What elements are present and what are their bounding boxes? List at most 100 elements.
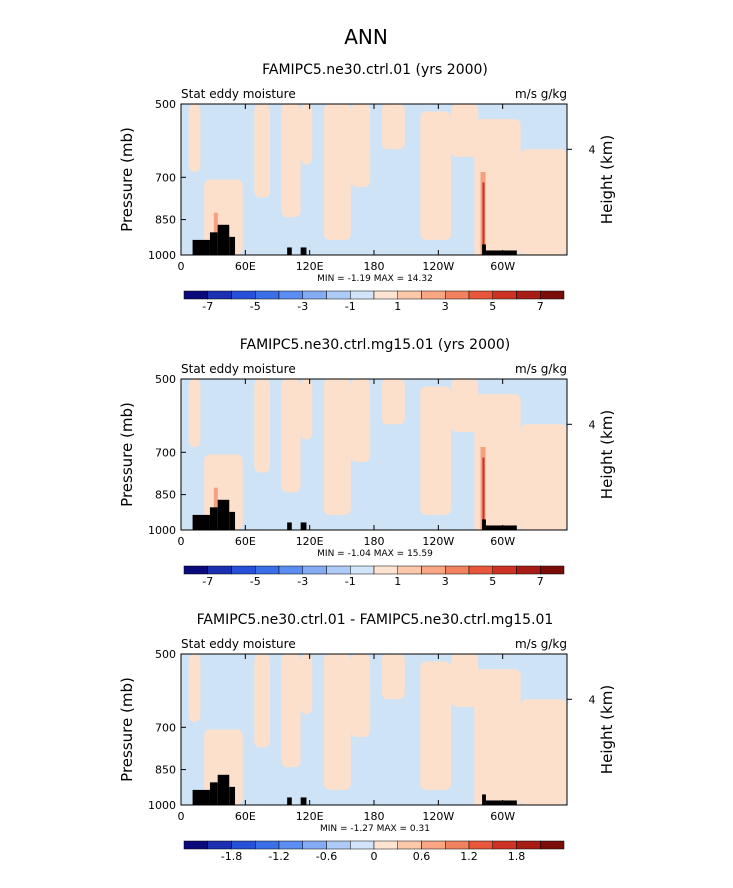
colorbar-swatch xyxy=(207,565,232,575)
y2-axis-label: Height (km) xyxy=(598,410,616,499)
colorbar-label: 0.6 xyxy=(413,850,431,863)
contour-field xyxy=(181,654,567,805)
positive-region-7 xyxy=(420,386,452,515)
topography-block-2 xyxy=(209,507,218,530)
y-tick-label: 500 xyxy=(155,98,176,111)
topography-block-7 xyxy=(482,244,486,255)
x-tick-label: 120E xyxy=(296,810,324,823)
colorbar-swatch xyxy=(255,840,280,850)
variable-label: Stat eddy moisture xyxy=(181,362,296,376)
positive-region-4 xyxy=(323,654,351,790)
colorbar-swatch xyxy=(468,565,493,575)
positive-region-3 xyxy=(300,379,313,440)
colorbar-label: -1 xyxy=(345,575,356,588)
topography-block-4 xyxy=(229,236,236,255)
colorbar-label: 1.8 xyxy=(508,850,526,863)
topography-block-8 xyxy=(485,250,517,255)
colorbar-swatch xyxy=(278,565,303,575)
topography-block-6 xyxy=(300,522,307,530)
y2-tick-label: 4 xyxy=(589,418,596,431)
positive-region-2 xyxy=(281,379,301,493)
topography-block-4 xyxy=(229,786,236,805)
positive-region-4 xyxy=(323,379,351,515)
positive-region-1 xyxy=(254,104,270,198)
positive-region-4 xyxy=(323,104,351,240)
x-tick-label: 180 xyxy=(364,535,385,548)
positive-region-3 xyxy=(300,104,313,165)
positive-region-2 xyxy=(281,654,301,768)
x-tick-label: 60W xyxy=(490,810,515,823)
units-label: m/s g/kg xyxy=(515,362,567,376)
colorbar-swatch xyxy=(278,290,303,300)
positive-region-3 xyxy=(300,654,313,715)
colorbar-swatch xyxy=(492,840,517,850)
colorbar-label: 5 xyxy=(489,575,496,588)
topography-block-6 xyxy=(300,797,307,805)
colorbar-label: -7 xyxy=(202,300,213,313)
positive-region-5 xyxy=(350,379,371,463)
colorbar-swatch xyxy=(207,840,232,850)
y-tick-label: 850 xyxy=(155,214,176,227)
y2-axis-label: Height (km) xyxy=(598,135,616,224)
colorbar-swatch xyxy=(373,290,398,300)
chart-panel-2: FAMIPC5.ne30.ctrl.mg15.01 (yrs 2000) Stat… xyxy=(118,337,616,588)
x-tick-label: 180 xyxy=(364,260,385,273)
x-tick-label: 60E xyxy=(235,260,256,273)
chart-title: FAMIPC5.ne30.ctrl.mg15.01 (yrs 2000) xyxy=(240,337,511,353)
panels: FAMIPC5.ne30.ctrl.01 (yrs 2000) Stat eddy… xyxy=(118,62,616,863)
colorbar-swatch xyxy=(540,290,565,300)
topography-block-1 xyxy=(192,789,210,805)
colorbar-label: -5 xyxy=(250,300,261,313)
x-tick-label: 60W xyxy=(490,535,515,548)
chart-panel-1: FAMIPC5.ne30.ctrl.01 (yrs 2000) Stat eddy… xyxy=(118,62,616,313)
colorbar-label: -3 xyxy=(297,575,308,588)
min-max-stats: MIN = -1.19 MAX = 14.32 xyxy=(317,274,433,284)
positive-region-10 xyxy=(520,149,567,255)
colorbar-swatch xyxy=(445,840,470,850)
colorbar-swatch xyxy=(373,840,398,850)
colorbar-label: 1 xyxy=(394,300,401,313)
colorbar-swatch xyxy=(397,290,422,300)
variable-label: Stat eddy moisture xyxy=(181,87,296,101)
topography xyxy=(192,224,517,255)
colorbar: -7 -5 -3 -1 1 3 5 7 xyxy=(183,565,565,588)
y-tick-label: 1000 xyxy=(148,524,176,537)
topography-block-8 xyxy=(485,525,517,530)
x-tick-label: 60W xyxy=(490,260,515,273)
colorbar-swatch xyxy=(516,840,541,850)
colorbar-label: 7 xyxy=(537,300,544,313)
y-tick-label: 700 xyxy=(155,721,176,734)
colorbar-swatch xyxy=(468,840,493,850)
x-tick-label: 60E xyxy=(235,535,256,548)
contour-field xyxy=(181,104,567,255)
chart-title: FAMIPC5.ne30.ctrl.01 - FAMIPC5.ne30.ctrl… xyxy=(197,612,554,628)
x-tick-label: 0 xyxy=(178,810,185,823)
colorbar-label: 3 xyxy=(442,575,449,588)
units-label: m/s g/kg xyxy=(515,637,567,651)
x-tick-label: 120W xyxy=(422,260,454,273)
colorbar-swatch xyxy=(373,565,398,575)
contour-field xyxy=(181,379,567,530)
x-tick-label: 120E xyxy=(296,260,324,273)
colorbar-swatch xyxy=(445,290,470,300)
y-tick-label: 700 xyxy=(155,171,176,184)
colorbar-swatch xyxy=(350,290,375,300)
colorbar-swatch xyxy=(326,290,351,300)
colorbar-swatch xyxy=(492,565,517,575)
positive-region-6 xyxy=(381,654,405,700)
colorbar-label: -5 xyxy=(250,575,261,588)
colorbar-swatch xyxy=(516,290,541,300)
x-tick-label: 120W xyxy=(422,810,454,823)
y2-axis-label: Height (km) xyxy=(598,685,616,774)
colorbar-label: -1.8 xyxy=(221,850,242,863)
min-max-stats: MIN = -1.27 MAX = 0.31 xyxy=(320,824,430,834)
positive-region-2 xyxy=(281,104,301,218)
colorbar-swatch xyxy=(326,565,351,575)
positive-region-10 xyxy=(520,699,567,805)
positive-region-10 xyxy=(520,424,567,530)
topography-block-3 xyxy=(217,774,230,805)
positive-region-7 xyxy=(420,111,452,240)
colorbar-swatch xyxy=(421,290,446,300)
topography xyxy=(192,774,517,805)
